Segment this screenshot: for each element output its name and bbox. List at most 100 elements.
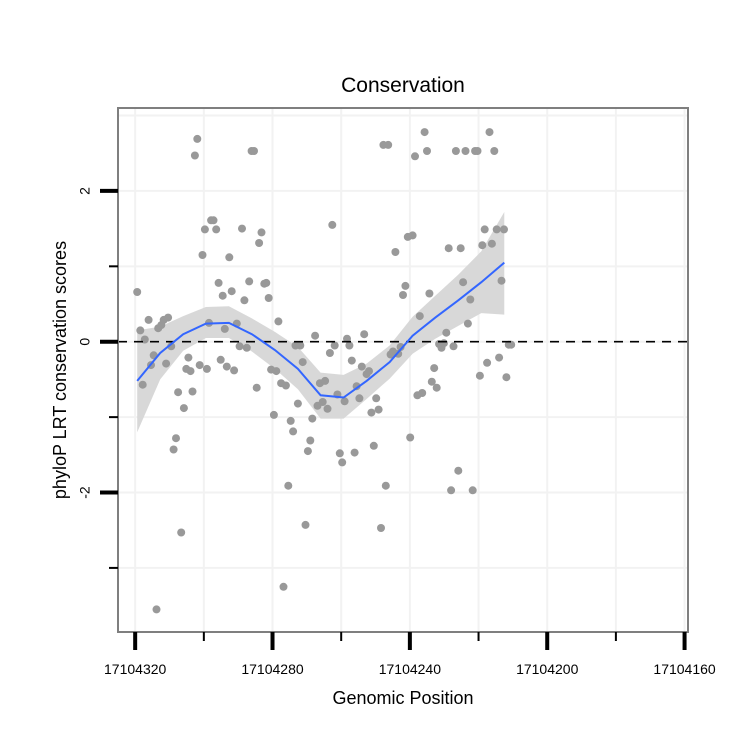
data-point	[200, 225, 209, 234]
data-point	[144, 315, 153, 324]
data-point	[186, 367, 195, 376]
data-point	[367, 408, 376, 417]
data-point	[430, 364, 439, 373]
data-point	[411, 152, 419, 161]
x-tick-label: 17104280	[241, 661, 304, 677]
data-point	[169, 445, 178, 454]
data-point	[269, 410, 278, 419]
data-point	[365, 367, 373, 376]
data-point	[222, 362, 231, 371]
data-point	[250, 147, 258, 155]
data-point	[133, 288, 142, 296]
data-point	[216, 355, 225, 364]
data-point	[360, 330, 369, 339]
data-point	[347, 356, 356, 365]
data-point	[451, 147, 460, 155]
data-point	[495, 353, 504, 362]
data-point	[293, 399, 302, 408]
data-point	[468, 486, 477, 495]
data-point	[209, 216, 218, 225]
data-point	[227, 287, 236, 296]
data-point	[328, 220, 337, 229]
data-point	[490, 147, 499, 155]
data-point	[442, 328, 451, 337]
data-point	[188, 387, 197, 396]
data-point	[487, 239, 496, 248]
data-point	[502, 373, 511, 382]
data-point	[308, 414, 317, 423]
y-tick-label: 2	[77, 187, 93, 195]
data-point	[478, 241, 487, 250]
data-point	[164, 313, 173, 322]
data-point	[306, 436, 315, 445]
data-point	[162, 359, 171, 368]
data-point	[195, 361, 204, 370]
data-point	[420, 128, 429, 137]
data-point	[238, 224, 246, 233]
data-point	[456, 244, 465, 253]
data-point	[318, 398, 327, 406]
loess-smooth-line	[136, 261, 505, 399]
data-point	[198, 251, 207, 259]
data-point	[301, 520, 310, 529]
data-point	[408, 231, 417, 240]
data-point	[212, 225, 221, 234]
data-point	[172, 434, 180, 443]
y-tick-label: -2	[77, 486, 93, 499]
data-point	[323, 404, 332, 413]
data-point	[325, 349, 334, 357]
data-point	[352, 382, 361, 391]
data-point	[202, 364, 211, 373]
data-point	[492, 225, 501, 234]
data-point	[311, 331, 320, 340]
data-point	[240, 296, 249, 305]
data-point	[262, 278, 271, 287]
data-point	[264, 294, 273, 302]
data-point	[330, 341, 339, 350]
data-point	[340, 397, 349, 406]
data-point	[136, 326, 145, 335]
data-point	[230, 366, 239, 375]
data-point	[242, 343, 251, 352]
data-point	[374, 405, 383, 414]
data-point	[289, 427, 298, 436]
data-point	[321, 376, 330, 385]
data-point	[480, 225, 489, 234]
data-point	[193, 134, 202, 143]
data-point	[425, 289, 434, 298]
data-point	[235, 342, 244, 351]
data-point	[507, 340, 516, 349]
data-point	[459, 278, 468, 287]
data-point	[423, 147, 431, 155]
data-point	[225, 253, 234, 262]
data-point	[432, 383, 441, 392]
data-point	[447, 486, 456, 495]
panel-border	[117, 107, 689, 633]
data-point	[427, 377, 436, 386]
data-point	[415, 312, 424, 321]
data-point	[177, 528, 186, 537]
data-point	[220, 324, 229, 333]
data-point	[449, 342, 458, 351]
data-point	[167, 342, 176, 351]
data-point	[391, 248, 400, 256]
data-point	[257, 228, 266, 237]
data-point	[399, 291, 407, 299]
data-point	[174, 388, 183, 397]
data-point	[343, 334, 351, 343]
data-point	[338, 458, 347, 467]
data-point	[406, 433, 415, 442]
data-point	[500, 225, 508, 234]
data-point	[335, 449, 344, 458]
data-point	[303, 447, 312, 456]
data-point	[281, 381, 290, 390]
data-point	[444, 244, 453, 253]
data-point	[284, 481, 293, 490]
data-point	[190, 151, 199, 160]
data-point	[286, 416, 295, 425]
data-point	[454, 466, 463, 475]
data-point	[357, 362, 366, 371]
data-point	[138, 380, 147, 389]
data-point	[272, 367, 281, 376]
data-point	[473, 147, 482, 155]
